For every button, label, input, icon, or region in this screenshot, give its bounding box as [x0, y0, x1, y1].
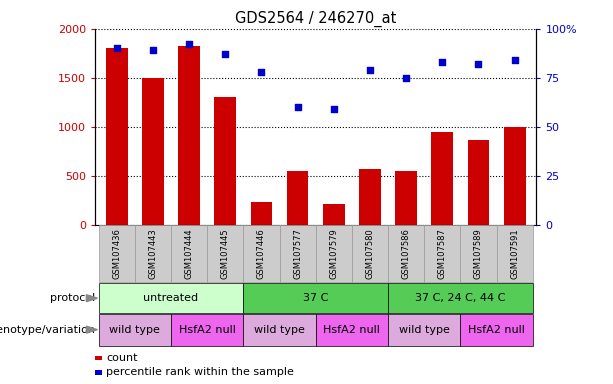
Text: GSM107579: GSM107579 — [329, 228, 338, 279]
Text: HsfA2 null: HsfA2 null — [468, 324, 525, 335]
Text: GSM107443: GSM107443 — [148, 228, 158, 279]
Text: GSM107586: GSM107586 — [402, 228, 411, 279]
Text: HsfA2 null: HsfA2 null — [324, 324, 380, 335]
Text: wild type: wild type — [109, 324, 160, 335]
Point — [148, 47, 158, 53]
Text: count: count — [106, 353, 137, 363]
Text: GSM107589: GSM107589 — [474, 228, 483, 279]
Title: GDS2564 / 246270_at: GDS2564 / 246270_at — [235, 11, 397, 27]
Text: genotype/variation: genotype/variation — [0, 324, 96, 335]
Bar — [142, 78, 164, 225]
Point — [256, 69, 266, 75]
Point — [402, 74, 411, 81]
Bar — [106, 48, 128, 225]
Text: 37 C, 24 C, 44 C: 37 C, 24 C, 44 C — [415, 293, 506, 303]
Text: GSM107445: GSM107445 — [221, 228, 230, 279]
Point — [474, 61, 484, 67]
Text: untreated: untreated — [143, 293, 199, 303]
Text: percentile rank within the sample: percentile rank within the sample — [106, 367, 294, 377]
Point — [365, 67, 375, 73]
Bar — [359, 169, 381, 225]
Bar — [468, 141, 489, 225]
Bar — [251, 202, 272, 225]
Point — [438, 59, 447, 65]
Text: GSM107587: GSM107587 — [438, 228, 447, 279]
Text: GSM107436: GSM107436 — [112, 228, 121, 279]
Bar — [215, 98, 236, 225]
Text: HsfA2 null: HsfA2 null — [179, 324, 235, 335]
Text: GSM107577: GSM107577 — [293, 228, 302, 279]
Point — [292, 104, 302, 110]
Text: GSM107446: GSM107446 — [257, 228, 266, 279]
Bar — [504, 127, 525, 225]
Bar — [395, 171, 417, 225]
Bar — [432, 132, 453, 225]
Point — [184, 41, 194, 48]
Bar — [323, 204, 345, 225]
Bar — [287, 171, 308, 225]
Point — [112, 45, 121, 51]
Bar — [178, 46, 200, 225]
Text: GSM107444: GSM107444 — [185, 228, 194, 279]
Point — [329, 106, 339, 112]
Point — [510, 57, 520, 63]
Text: GSM107591: GSM107591 — [510, 228, 519, 279]
Text: protocol: protocol — [50, 293, 96, 303]
Text: GSM107580: GSM107580 — [365, 228, 375, 279]
Point — [220, 51, 230, 57]
Text: 37 C: 37 C — [303, 293, 329, 303]
Text: wild type: wild type — [399, 324, 450, 335]
Text: wild type: wild type — [254, 324, 305, 335]
